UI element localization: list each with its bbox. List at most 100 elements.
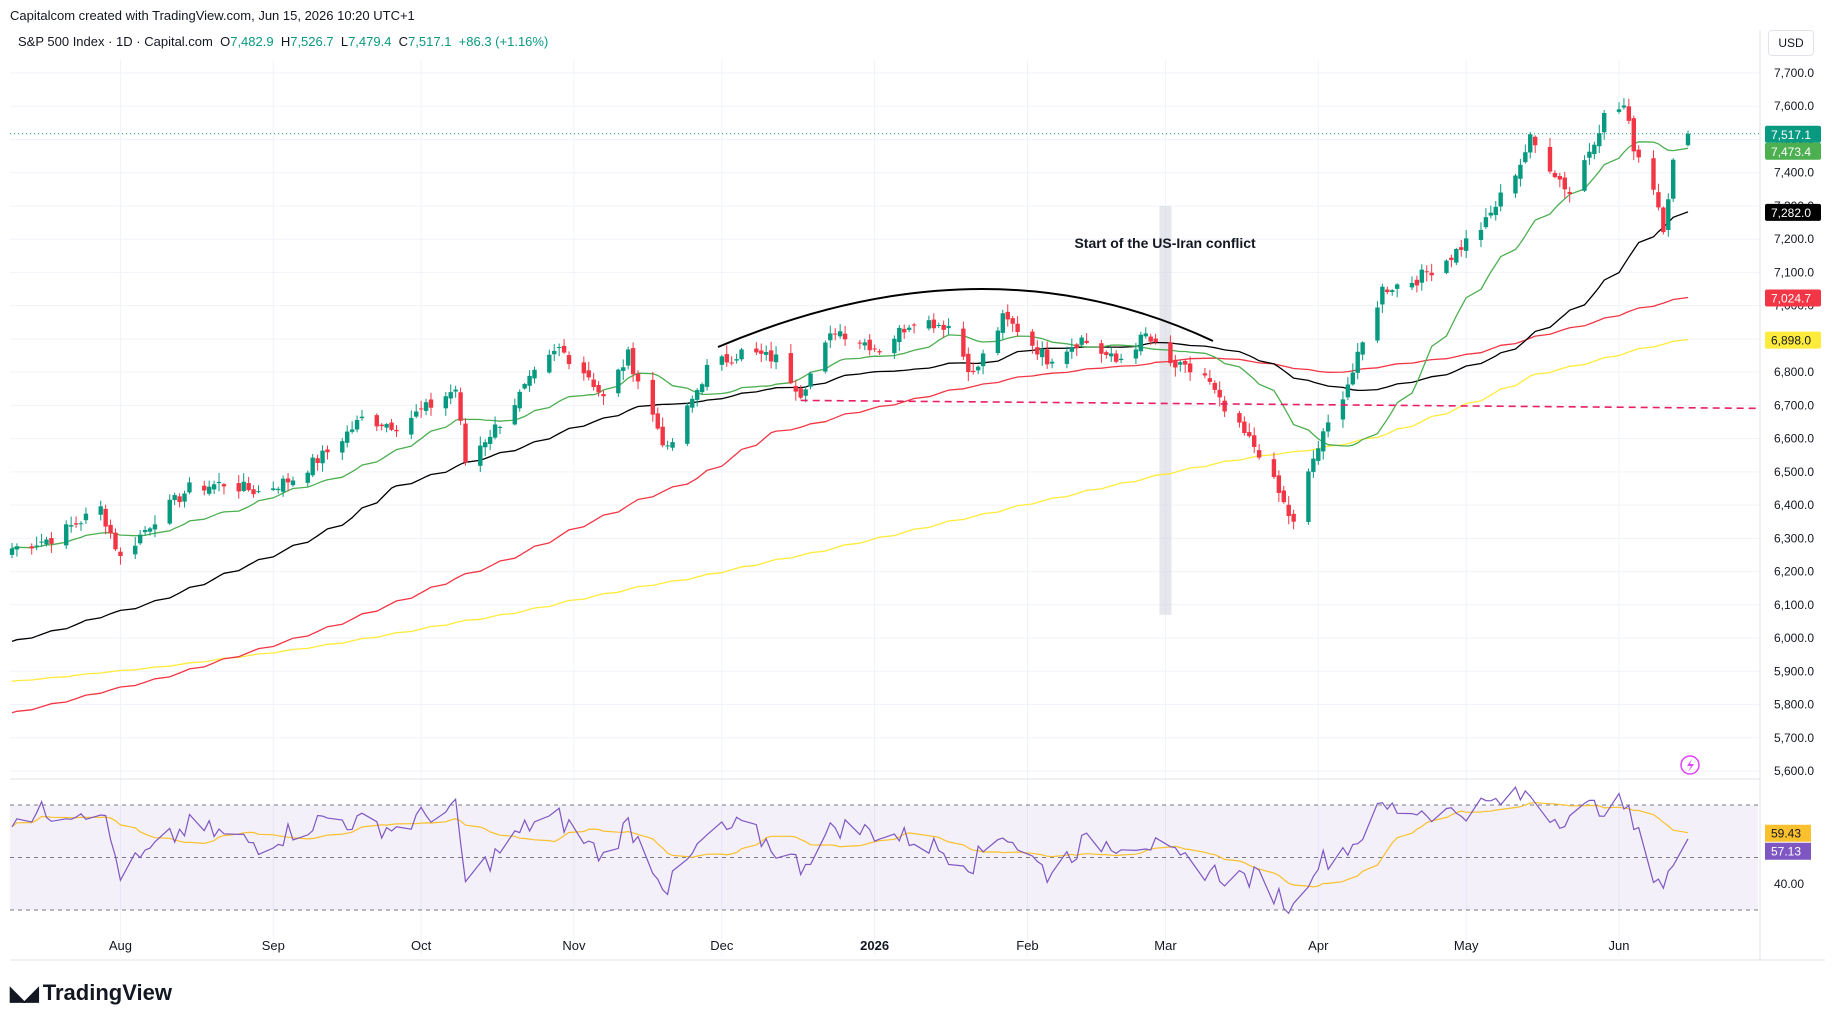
rsi-ma-tag-label: 59.43	[1771, 827, 1801, 841]
price-tick-label: 5,600.0	[1774, 764, 1814, 778]
candle-body	[1602, 112, 1607, 133]
candle-body	[1237, 413, 1242, 423]
candle-body	[872, 348, 877, 350]
rsi-tag-label: 57.13	[1771, 845, 1801, 859]
candle-body	[1173, 359, 1178, 368]
candle-body	[1656, 192, 1661, 208]
candle-body	[236, 483, 241, 492]
candle-body	[290, 480, 296, 486]
candle-body	[877, 351, 882, 353]
price-tick-label: 6,500.0	[1774, 465, 1814, 479]
candle-body	[492, 424, 498, 438]
candle-body	[1222, 400, 1227, 412]
candle-body	[359, 416, 365, 419]
close-value: 7,517.1	[408, 34, 452, 49]
candle-body	[902, 328, 907, 333]
candle-body	[354, 419, 360, 430]
candle-body	[704, 364, 710, 387]
close-label: C	[398, 34, 409, 49]
price-tags: 7,517.1 7,473.4 7,282.0 7,024.7 6,898.0	[1765, 125, 1821, 349]
candle-body	[241, 481, 246, 491]
symbol-legend[interactable]: S&P 500 Index · 1D · Capital.com O7,482.…	[18, 34, 548, 49]
candle-body	[44, 539, 49, 545]
candle-body	[1429, 272, 1434, 276]
tradingview-brand[interactable]: ◣◢ TradingView	[10, 980, 172, 1006]
chart-caption: Capitalcom created with TradingView.com,…	[10, 8, 415, 23]
candle-body	[315, 458, 320, 463]
candle-body	[1498, 192, 1503, 207]
high-label: H	[280, 34, 291, 49]
price-tick-label: 6,700.0	[1774, 398, 1814, 412]
candle-body	[147, 528, 153, 532]
candle-body	[137, 534, 143, 544]
candle-body	[621, 367, 626, 371]
candle-body	[394, 429, 399, 432]
candle-body	[1390, 290, 1395, 292]
grid	[10, 30, 1825, 961]
candle-body	[418, 408, 424, 410]
candle-body	[453, 389, 458, 392]
candle-body	[699, 384, 705, 393]
candle-body	[320, 450, 325, 464]
time-axis-label: Oct	[411, 938, 432, 953]
candle-body	[1321, 431, 1326, 452]
candle-body	[1419, 269, 1425, 283]
price-axis[interactable]: 7,700.07,600.07,500.07,400.07,300.07,200…	[1774, 66, 1814, 778]
candle-body	[374, 415, 379, 427]
candle-body	[221, 484, 227, 487]
time-axis[interactable]: Aug Sep Oct Nov Dec 2026 Feb Mar Apr May Jun	[109, 938, 1630, 953]
candle-body	[152, 524, 158, 530]
candle-body	[1015, 323, 1020, 333]
candle-body	[182, 493, 187, 502]
candle-body	[423, 402, 429, 411]
high-value: 7,526.7	[290, 34, 334, 49]
candle-body	[206, 486, 212, 494]
candle-body	[828, 333, 833, 341]
candle-body	[1518, 164, 1523, 179]
candle-body	[448, 392, 453, 399]
candle-body	[1592, 144, 1597, 155]
price-tag-bg	[1765, 203, 1821, 221]
candle-body	[275, 488, 281, 491]
candle-body	[1671, 159, 1676, 199]
symbol-name[interactable]: S&P 500 Index · 1D · Capital.com	[18, 34, 213, 49]
candle-body	[625, 349, 631, 366]
candle-body	[1217, 389, 1222, 398]
currency-button[interactable]: USD	[1768, 30, 1814, 56]
candle-body	[1666, 199, 1671, 230]
price-tick-label: 6,100.0	[1774, 598, 1814, 612]
price-tick-label: 6,200.0	[1774, 565, 1814, 579]
candle-body	[83, 513, 89, 521]
candle-body	[1109, 353, 1114, 357]
candle-body	[862, 342, 867, 346]
candle-body	[1449, 257, 1454, 261]
candle-body	[458, 392, 463, 421]
candle-body	[1291, 513, 1296, 522]
candle-body	[340, 441, 345, 453]
candle-body	[1523, 152, 1528, 163]
candle-body	[690, 398, 695, 408]
time-axis-label: Aug	[109, 938, 132, 953]
candle-body	[1636, 149, 1641, 158]
candle-body	[483, 442, 488, 448]
candle-body	[857, 342, 863, 344]
candle-body	[591, 379, 596, 388]
candle-body	[103, 508, 108, 527]
conflict-marker-band	[1159, 205, 1172, 615]
candle-body	[211, 484, 217, 490]
price-tick-label: 7,100.0	[1774, 265, 1814, 279]
candle-body	[1463, 238, 1469, 251]
rsi-line	[11, 786, 1689, 915]
candle-body	[1528, 134, 1533, 153]
candle-body	[98, 506, 103, 515]
candle-body	[1547, 146, 1553, 172]
candle-body	[280, 478, 286, 492]
candle-body	[1143, 333, 1148, 337]
candle-body	[389, 422, 394, 430]
candle-body	[133, 545, 138, 555]
candle-body	[1414, 279, 1420, 286]
candle-body	[1409, 282, 1415, 288]
candle-body	[650, 379, 656, 415]
candle-body	[892, 338, 897, 354]
